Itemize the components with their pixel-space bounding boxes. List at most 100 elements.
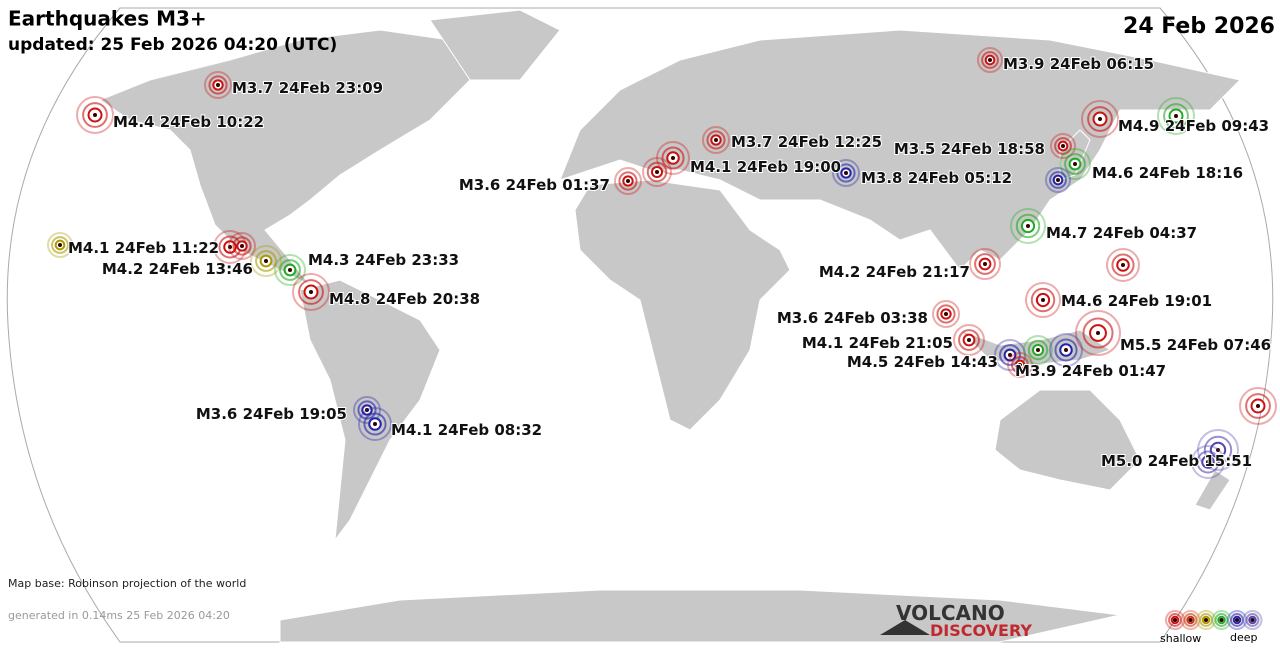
marker-dot bbox=[1073, 162, 1077, 166]
marker-ring bbox=[1054, 137, 1072, 155]
marker-ring bbox=[358, 407, 392, 441]
generated: generated in 0.14ms 25 Feb 2026 04:20 bbox=[8, 609, 230, 622]
marker-dot bbox=[93, 113, 97, 117]
marker-dot bbox=[373, 422, 377, 426]
marker-dot bbox=[626, 179, 630, 183]
quake-label: M3.9 24Feb 01:47 bbox=[1015, 362, 1166, 380]
marker-dot bbox=[1250, 618, 1255, 622]
marker-dot bbox=[1206, 460, 1210, 464]
marker-ring bbox=[999, 344, 1021, 366]
quake-label: M3.7 24Feb 12:25 bbox=[731, 133, 882, 151]
quakes: M3.9 24Feb 06:15 M3.7 24Feb 23:09 M4.4 24F… bbox=[47, 47, 1277, 479]
marker-ring bbox=[208, 75, 228, 95]
quake-label: M4.5 24Feb 14:43 bbox=[847, 353, 998, 371]
marker-ring bbox=[292, 273, 330, 311]
marker-ring bbox=[1163, 103, 1189, 129]
logo-icon bbox=[880, 620, 930, 635]
marker-ring bbox=[76, 96, 114, 134]
marker-dot bbox=[1173, 618, 1177, 622]
marker-ring bbox=[661, 146, 685, 170]
marker-dot bbox=[844, 171, 848, 175]
quake-label: M5.0 24Feb 15:51 bbox=[1101, 452, 1252, 470]
marker-ring bbox=[614, 167, 642, 195]
quake-label: M3.9 24Feb 06:15 bbox=[1003, 55, 1154, 73]
marker-dot bbox=[983, 262, 987, 266]
marker-ring bbox=[977, 47, 1003, 73]
marker-ring bbox=[353, 396, 381, 424]
marker-ring bbox=[1197, 429, 1239, 471]
marker-dot bbox=[1041, 298, 1045, 302]
marker-ring bbox=[618, 171, 638, 191]
updated: updated: 25 Feb 2026 04:20 (UTC) bbox=[8, 35, 337, 55]
marker-ring bbox=[363, 412, 387, 436]
marker-ring bbox=[1230, 613, 1244, 627]
quake-label: M3.6 24Feb 03:38 bbox=[777, 309, 928, 327]
marker-ring bbox=[1183, 613, 1198, 627]
quake-label: M3.8 24Feb 05:12 bbox=[861, 169, 1012, 187]
marker-ring bbox=[1064, 153, 1086, 175]
quake-label: M3.6 24Feb 01:37 bbox=[459, 176, 610, 194]
marker-dot bbox=[288, 268, 292, 272]
marker-ring bbox=[1214, 613, 1229, 627]
quake-label: M3.7 24Feb 23:09 bbox=[232, 79, 383, 97]
marker-dot bbox=[1121, 263, 1125, 267]
marker-ring bbox=[1087, 106, 1113, 132]
marker-ring bbox=[1239, 387, 1277, 425]
marker-ring bbox=[706, 130, 726, 150]
marker-ring bbox=[656, 141, 690, 175]
marker-ring bbox=[1157, 97, 1195, 135]
quake-label: M4.3 24Feb 23:33 bbox=[308, 251, 459, 269]
marker-dot bbox=[240, 244, 244, 248]
marker-ring bbox=[279, 259, 301, 281]
marker-ring bbox=[1030, 287, 1056, 313]
marker-dot bbox=[655, 170, 659, 174]
marker-dot bbox=[1204, 618, 1208, 622]
marker-ring bbox=[1007, 352, 1033, 378]
logo-bottom: DISCOVERY bbox=[930, 621, 1032, 640]
marker-ring bbox=[1049, 333, 1083, 367]
marker-ring bbox=[298, 279, 324, 305]
marker-ring bbox=[1010, 208, 1046, 244]
quake-label: M4.8 24Feb 20:38 bbox=[329, 290, 480, 308]
marker-dot bbox=[1064, 348, 1068, 352]
marker-dot bbox=[944, 312, 948, 316]
marker-dot bbox=[967, 338, 971, 342]
marker-ring bbox=[228, 232, 256, 260]
marker-ring bbox=[1199, 613, 1213, 627]
marker-dot bbox=[1096, 331, 1100, 335]
date: 24 Feb 2026 bbox=[1123, 14, 1275, 39]
quake-label: M3.6 24Feb 19:05 bbox=[196, 405, 347, 423]
marker-ring bbox=[702, 126, 730, 154]
marker-ring bbox=[1245, 613, 1260, 627]
marker-dot bbox=[228, 245, 232, 249]
marker-dot bbox=[309, 290, 313, 294]
marker-ring bbox=[250, 245, 282, 277]
marker-ring bbox=[255, 250, 277, 272]
legend-deep: deep bbox=[1230, 631, 1258, 644]
marker-dot bbox=[1216, 448, 1220, 452]
marker-ring bbox=[974, 253, 996, 275]
marker-ring bbox=[274, 254, 306, 286]
marker-ring bbox=[953, 324, 985, 356]
marker-dot bbox=[1219, 618, 1224, 622]
marker-dot bbox=[1235, 618, 1239, 622]
marker-ring bbox=[1075, 310, 1121, 356]
marker-dot bbox=[264, 259, 268, 263]
marker-dot bbox=[1061, 144, 1065, 148]
marker-ring bbox=[932, 300, 960, 328]
quake-label: M4.6 24Feb 18:16 bbox=[1092, 164, 1243, 182]
marker-ring bbox=[1045, 167, 1071, 193]
marker-ring bbox=[836, 163, 856, 183]
quake-label: M4.9 24Feb 09:43 bbox=[1118, 117, 1269, 135]
marker-ring bbox=[936, 304, 956, 324]
marker-ring bbox=[204, 71, 232, 99]
marker-ring bbox=[1049, 171, 1067, 189]
quake-label: M4.1 24Feb 11:22 bbox=[68, 239, 219, 257]
marker-ring bbox=[82, 102, 108, 128]
title: Earthquakes M3+ bbox=[8, 7, 207, 31]
marker-dot bbox=[671, 156, 675, 160]
marker-ring bbox=[981, 51, 999, 69]
quake-label: M4.2 24Feb 13:46 bbox=[102, 260, 253, 278]
marker-ring bbox=[1168, 613, 1182, 627]
